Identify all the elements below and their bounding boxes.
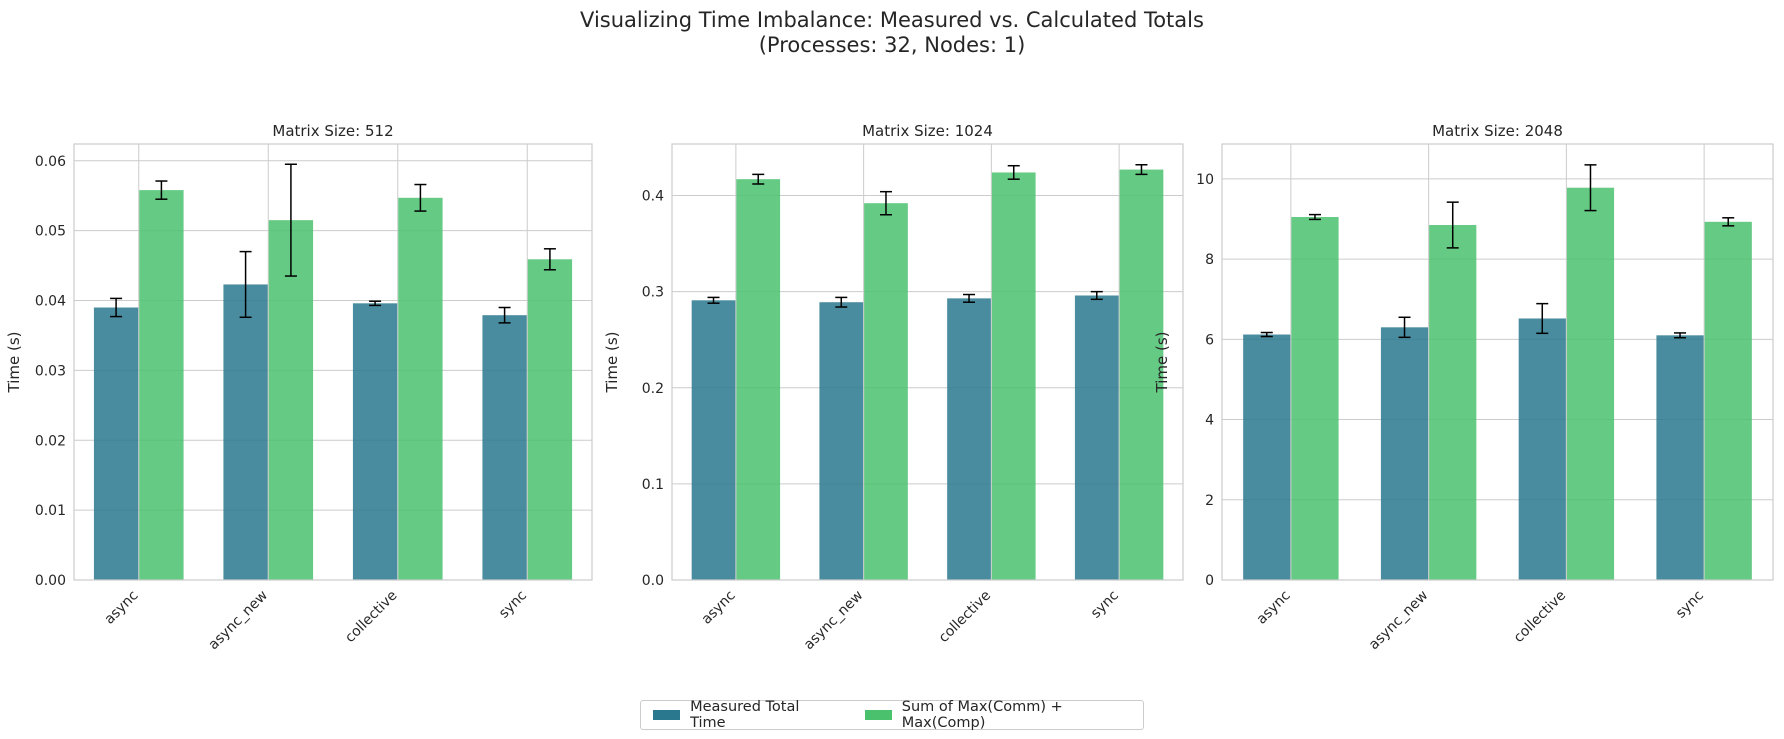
y-tick-label: 0.0	[642, 573, 664, 589]
legend-label-calculated: Sum of Max(Comm) + Max(Comp)	[901, 699, 1063, 731]
y-tick-label: 4	[1205, 413, 1214, 429]
y-tick-label: 0.1	[642, 477, 664, 493]
y-tick-label: 0.2	[642, 381, 664, 397]
bar-calculated-async	[1291, 217, 1339, 580]
y-tick-label: 0.03	[35, 363, 66, 379]
bar-calculated-collective	[1566, 187, 1615, 580]
legend-item-calculated: Sum of Max(Comm) + Max(Comp)	[864, 699, 1143, 731]
bar-measured-sync	[482, 315, 527, 580]
bar-measured-async	[93, 307, 139, 580]
x-tick-label: async_new	[206, 588, 272, 654]
legend-item-measured: Measured Total Time	[653, 699, 835, 731]
legend-swatch-measured	[653, 710, 681, 720]
bar-calculated-collective	[398, 197, 443, 581]
bar-calculated-async_new	[1429, 225, 1477, 580]
x-tick-label: sync	[496, 588, 530, 622]
bar-calculated-async	[736, 179, 781, 580]
panel-title: Matrix Size: 512	[272, 122, 393, 140]
x-tick-label: async	[699, 588, 739, 628]
x-tick-label: async	[101, 588, 141, 628]
y-tick-label: 0.4	[642, 189, 664, 205]
bar-measured-sync	[1074, 295, 1119, 580]
y-tick-label: 0.04	[35, 294, 66, 310]
plot-frame	[671, 143, 1184, 581]
y-tick-label: 0.01	[35, 503, 66, 519]
y-tick-label: 2	[1205, 493, 1214, 509]
y-tick-label: 0.02	[35, 433, 66, 449]
y-tick-label: 0.00	[35, 573, 66, 589]
bar-calculated-collective	[991, 172, 1036, 581]
x-tick-label: collective	[936, 588, 994, 646]
panel-title: Matrix Size: 1024	[862, 122, 993, 140]
bar-measured-collective	[947, 298, 991, 580]
panel-1: 0.00 0.01 0.02 0.03 0.04 0.05 0.06 async async_n…	[5, 122, 593, 654]
y-tick-label: 0.3	[642, 285, 664, 301]
bar-measured-async_new	[223, 284, 268, 580]
bar-calculated-sync	[1704, 221, 1752, 581]
x-tick-label: async	[1254, 588, 1294, 628]
legend-swatch-calculated	[864, 710, 892, 720]
bar-measured-collective	[352, 303, 398, 580]
x-tick-label: sync	[1673, 588, 1707, 622]
x-tick-label: sync	[1088, 588, 1122, 622]
legend: Measured Total Time Sum of Max(Comm) + M…	[640, 699, 1144, 731]
plot-frame	[1221, 143, 1774, 581]
bar-measured-sync	[1656, 335, 1704, 580]
y-axis-label: Time (s)	[1153, 332, 1171, 394]
y-tick-label: 8	[1205, 252, 1214, 268]
y-tick-label: 0	[1205, 573, 1214, 589]
x-tick-label: async_new	[1366, 588, 1432, 654]
panel-2: 0.0 0.1 0.2 0.3 0.4 async async_new collective s…	[603, 122, 1184, 654]
y-tick-label: 0.05	[35, 224, 66, 240]
bar-measured-async_new	[1380, 327, 1429, 580]
bar-calculated-async_new	[864, 203, 908, 580]
y-tick-label: 10	[1196, 172, 1214, 188]
figure-title: Visualizing Time Imbalance: Measured vs.…	[0, 8, 1784, 58]
panel-3: 0 2 4 6 8 10 async async_new collective sync Matri…	[1153, 122, 1774, 654]
bar-calculated-async_new	[268, 220, 314, 580]
figure-title-line1: Visualizing Time Imbalance: Measured vs.…	[580, 8, 1204, 32]
x-tick-label: collective	[342, 588, 400, 646]
bar-measured-async_new	[819, 302, 864, 580]
figure-title-line2: (Processes: 32, Nodes: 1)	[758, 33, 1026, 57]
panel-title: Matrix Size: 2048	[1432, 122, 1563, 140]
x-tick-label: async_new	[801, 588, 867, 654]
bar-calculated-async	[139, 190, 184, 580]
legend-label-measured: Measured Total Time	[690, 699, 800, 731]
y-axis-label: Time (s)	[603, 332, 621, 394]
bar-measured-async	[1243, 334, 1291, 580]
y-tick-label: 0.06	[35, 154, 66, 170]
bar-calculated-sync	[1119, 169, 1164, 580]
bar-measured-async	[691, 300, 736, 580]
bar-measured-collective	[1518, 318, 1566, 580]
bar-calculated-sync	[527, 259, 573, 580]
y-tick-label: 6	[1205, 332, 1214, 348]
plot-frame	[73, 143, 593, 581]
y-axis-label: Time (s)	[5, 332, 23, 394]
x-tick-label: collective	[1511, 588, 1569, 646]
